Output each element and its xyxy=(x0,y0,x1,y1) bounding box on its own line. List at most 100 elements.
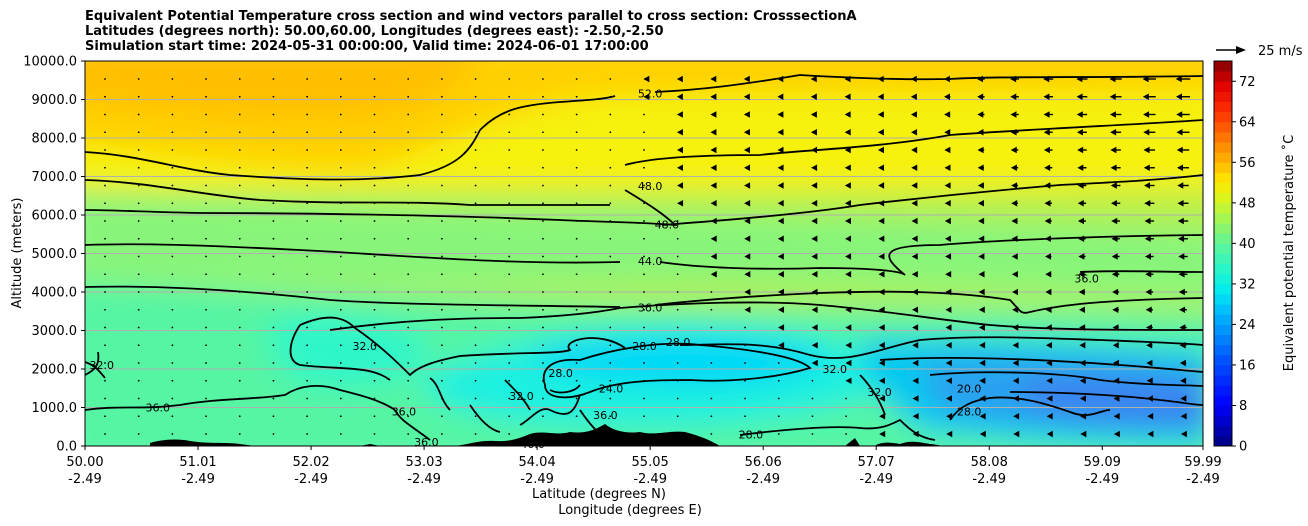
wind-vector xyxy=(944,164,951,171)
wind-vector xyxy=(508,237,511,240)
wind-vector xyxy=(710,217,717,225)
wind-vector xyxy=(609,255,612,258)
wind-vector xyxy=(575,362,578,364)
wind-vector xyxy=(1179,359,1187,367)
wind-vector xyxy=(643,379,645,382)
wind-vector xyxy=(171,379,174,382)
wind-vector xyxy=(238,184,241,187)
wind-vector xyxy=(912,377,919,384)
wind-vector xyxy=(1179,324,1187,331)
wind-vector xyxy=(474,131,477,134)
wind-vector xyxy=(710,415,713,418)
wind-vector xyxy=(1011,235,1018,242)
wind-vector xyxy=(238,149,241,151)
wind-vector xyxy=(643,131,645,134)
wind-vector xyxy=(339,149,342,151)
wind-vector xyxy=(1076,111,1088,118)
wind-vector xyxy=(912,306,919,313)
wind-vector xyxy=(306,433,309,435)
y-tick-label: 3000.0 xyxy=(32,324,78,339)
wind-vector xyxy=(844,217,851,225)
wind-vector xyxy=(104,220,106,222)
wind-vector xyxy=(1080,413,1087,420)
wind-vector xyxy=(977,146,985,154)
wind-vector xyxy=(878,235,885,242)
wind-vector xyxy=(238,113,241,116)
wind-vector xyxy=(474,433,477,435)
wind-vector xyxy=(171,362,174,364)
wind-vector xyxy=(542,78,544,80)
wind-vector xyxy=(104,166,106,169)
wind-vector xyxy=(171,308,174,311)
wind-vector xyxy=(306,237,309,240)
wind-vector xyxy=(171,202,174,205)
wind-vector xyxy=(1076,129,1087,136)
wind-vector xyxy=(205,326,207,329)
wind-vector xyxy=(1045,288,1052,296)
wind-vector xyxy=(1011,271,1018,278)
wind-vector xyxy=(306,202,309,205)
wind-vector xyxy=(407,220,410,222)
colorbar-segment xyxy=(1214,304,1232,315)
contour-labels: 52.0 48.0 48.0 44.0 36.0 36.0 28.0 28.0 32.0 32.0… xyxy=(90,88,1099,451)
contour-24 xyxy=(929,371,1203,406)
wind-vector xyxy=(407,149,410,151)
wind-vector xyxy=(943,75,951,83)
wind-vector xyxy=(272,149,275,151)
x-axis-ticks: 50.00 -2.49 51.01 -2.49 52.02 -2.49 53.03 -2.49… xyxy=(66,446,1222,487)
wind-vector xyxy=(272,220,275,222)
wind-vector xyxy=(744,415,746,418)
wind-vector xyxy=(877,111,884,118)
contour-52 xyxy=(479,74,1203,131)
wind-vector xyxy=(810,93,817,100)
x-tick-lat: 59.99 xyxy=(1184,455,1221,470)
wind-vector xyxy=(912,342,919,349)
wind-vector xyxy=(944,217,951,225)
wind-vector xyxy=(575,397,578,400)
wind-vector xyxy=(676,220,679,222)
wind-vector xyxy=(978,271,985,278)
wind-vector xyxy=(306,78,309,80)
y-tick-label: 6000.0 xyxy=(32,209,78,224)
wind-vector xyxy=(306,220,309,222)
wind-vector xyxy=(306,113,309,116)
wind-vector xyxy=(373,184,376,187)
colorbar-segment xyxy=(1214,375,1232,386)
y-tick-label: 8000.0 xyxy=(32,132,78,147)
wind-vector xyxy=(575,308,578,311)
wind-vector xyxy=(474,202,477,205)
wind-vector xyxy=(1043,129,1053,136)
wind-vector xyxy=(440,78,443,80)
wind-vector xyxy=(238,344,241,347)
wind-vector xyxy=(205,308,207,311)
wind-vector xyxy=(977,129,985,136)
wind-vector xyxy=(676,273,679,276)
contour-28 xyxy=(542,342,812,399)
contour-32c xyxy=(85,351,106,379)
contour-label: 36.0 xyxy=(145,402,170,415)
wind-vector xyxy=(339,202,342,205)
wind-vector xyxy=(1145,288,1154,296)
wind-vector xyxy=(407,379,410,382)
wind-vector xyxy=(912,413,919,420)
wind-vector xyxy=(137,397,140,400)
wind-vector xyxy=(440,95,443,98)
wind-vector xyxy=(104,255,106,258)
colorbar-segment xyxy=(1214,111,1232,123)
wind-vector xyxy=(1013,413,1020,420)
wind-vector xyxy=(137,433,140,435)
wind-vector xyxy=(744,164,751,171)
wind-vector xyxy=(710,326,713,329)
wind-vector xyxy=(440,379,443,382)
wind-vector xyxy=(306,379,309,382)
wind-vector xyxy=(744,397,746,400)
wind-vector xyxy=(575,78,578,80)
wind-vector xyxy=(1175,75,1191,83)
contour-label: 36.0 xyxy=(392,405,417,418)
wind-vector xyxy=(777,111,784,118)
wind-vector xyxy=(205,433,207,435)
wind-vector xyxy=(104,95,106,98)
wind-vector xyxy=(205,220,207,222)
wind-vector xyxy=(1010,164,1019,171)
